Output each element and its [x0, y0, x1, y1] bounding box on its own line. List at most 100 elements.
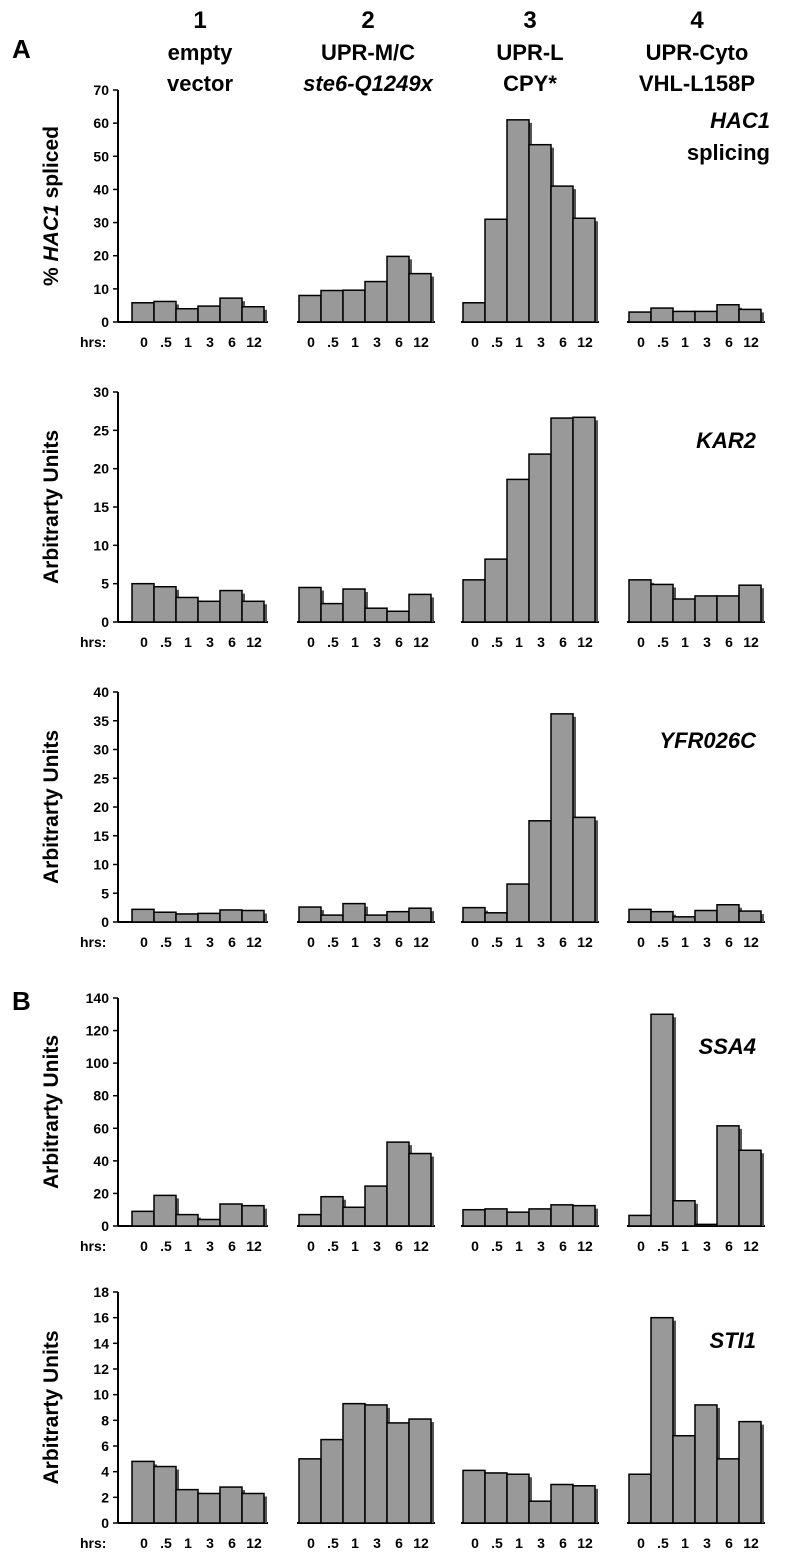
x-tick-label: 6	[725, 634, 733, 650]
bar	[408, 1418, 432, 1524]
x-tick-label: 12	[743, 634, 759, 650]
x-tick-label: .5	[491, 934, 503, 950]
x-tick-label: 3	[703, 1535, 711, 1551]
y-tick-label: 25	[93, 770, 109, 786]
bar	[364, 280, 388, 323]
x-tick-label: .5	[160, 1238, 172, 1254]
x-tick-label: 12	[743, 334, 759, 350]
x-tick-label: 1	[681, 1238, 689, 1254]
bar-group-3: 0 .5 1 3 6 12	[461, 1469, 599, 1551]
x-tick-label: 3	[206, 634, 214, 650]
bar	[738, 1149, 762, 1227]
x-tick-label: .5	[327, 634, 339, 650]
bar	[716, 1125, 740, 1227]
bar	[650, 1013, 674, 1227]
x-tick-label: .5	[327, 934, 339, 950]
x-tick-label: 12	[743, 934, 759, 950]
bar-group-1: 0 .5 1 3 6 12	[118, 297, 268, 350]
x-tick-label: 0	[140, 634, 148, 650]
y-tick-label: 80	[93, 1088, 109, 1104]
x-tick-label: 12	[743, 1238, 759, 1254]
bar-group-3: 0 .5 1 3 6 12	[461, 713, 599, 950]
bar-group-2: 0 .5 1 3 6 12	[297, 1141, 435, 1254]
bar	[694, 595, 718, 623]
bar	[408, 272, 432, 323]
x-tick-label: 3	[373, 634, 381, 650]
column-line1: UPR-Cyto	[646, 40, 749, 65]
bar	[386, 610, 410, 623]
x-tick-label: 12	[246, 634, 262, 650]
y-tick-label: 14	[93, 1335, 109, 1351]
y-tick-label: 10	[93, 281, 109, 297]
x-tick-label: .5	[491, 1238, 503, 1254]
bar	[672, 310, 696, 323]
column-line2: CPY*	[503, 71, 557, 96]
y-tick-label: 0	[101, 614, 109, 630]
x-tick-label: 0	[637, 934, 645, 950]
bar	[738, 910, 762, 923]
bar	[716, 595, 740, 623]
bar	[694, 1223, 718, 1227]
x-tick-label: 0	[140, 1238, 148, 1254]
bar	[175, 1488, 199, 1524]
bar	[506, 119, 530, 323]
x-tick-label: 6	[725, 934, 733, 950]
bar	[672, 1434, 696, 1524]
bar	[484, 218, 508, 323]
panel-letter-b: B	[12, 986, 31, 1016]
y-tick-label: 10	[93, 537, 109, 553]
x-tick-label: 3	[703, 334, 711, 350]
y-tick-label: 20	[93, 1185, 109, 1201]
x-tick-label: .5	[657, 634, 669, 650]
x-tick-label: 6	[228, 1238, 236, 1254]
bar	[219, 589, 243, 623]
bar	[241, 306, 265, 323]
x-tick-label: 6	[228, 334, 236, 350]
bar	[506, 883, 530, 923]
x-tick-label: 6	[395, 334, 403, 350]
bar	[219, 1486, 243, 1524]
x-tick-label: 0	[140, 334, 148, 350]
x-tick-label: 0	[471, 634, 479, 650]
x-tick-label: 1	[184, 934, 192, 950]
bar	[153, 1194, 177, 1227]
x-tick-label: 3	[206, 1238, 214, 1254]
column-number: 3	[523, 7, 536, 34]
column-line2: ste6-Q1249x	[303, 71, 433, 96]
bar	[672, 598, 696, 623]
bar	[628, 311, 652, 323]
bar-group-4: 0 .5 1 3 6 12	[627, 304, 765, 350]
y-tick-label: 0	[101, 914, 109, 930]
column-header-3: 3 UPR-L CPY*	[496, 7, 563, 96]
x-tick-label: 1	[681, 634, 689, 650]
x-tick-label: 12	[246, 334, 262, 350]
x-tick-label: 12	[413, 334, 429, 350]
bar	[320, 1438, 344, 1524]
bar	[219, 297, 243, 323]
column-number: 1	[193, 7, 206, 34]
bar	[694, 909, 718, 923]
y-tick-label: 0	[101, 1218, 109, 1234]
gene-subtitle: splicing	[687, 140, 770, 165]
bar	[572, 217, 596, 323]
gene-label: YFR026C	[659, 728, 757, 753]
x-tick-label: 3	[373, 934, 381, 950]
x-tick-label: 0	[140, 934, 148, 950]
bar	[320, 914, 344, 923]
bar	[572, 1485, 596, 1524]
column-line1: empty	[168, 40, 234, 65]
y-tick-label: 18	[93, 1284, 109, 1300]
bar-group-2: 0 .5 1 3 6 12	[297, 255, 435, 350]
y-tick-label: 140	[86, 990, 110, 1006]
bar	[219, 909, 243, 923]
bar	[462, 906, 486, 923]
x-tick-label: 0	[307, 1535, 315, 1551]
y-axis-label: Arbitrarty Units	[40, 1035, 63, 1189]
bar	[298, 1213, 322, 1227]
x-tick-label: 12	[246, 1238, 262, 1254]
x-tick-label: 1	[184, 634, 192, 650]
x-tick-label: 12	[577, 1535, 593, 1551]
x-tick-label: 12	[413, 1238, 429, 1254]
